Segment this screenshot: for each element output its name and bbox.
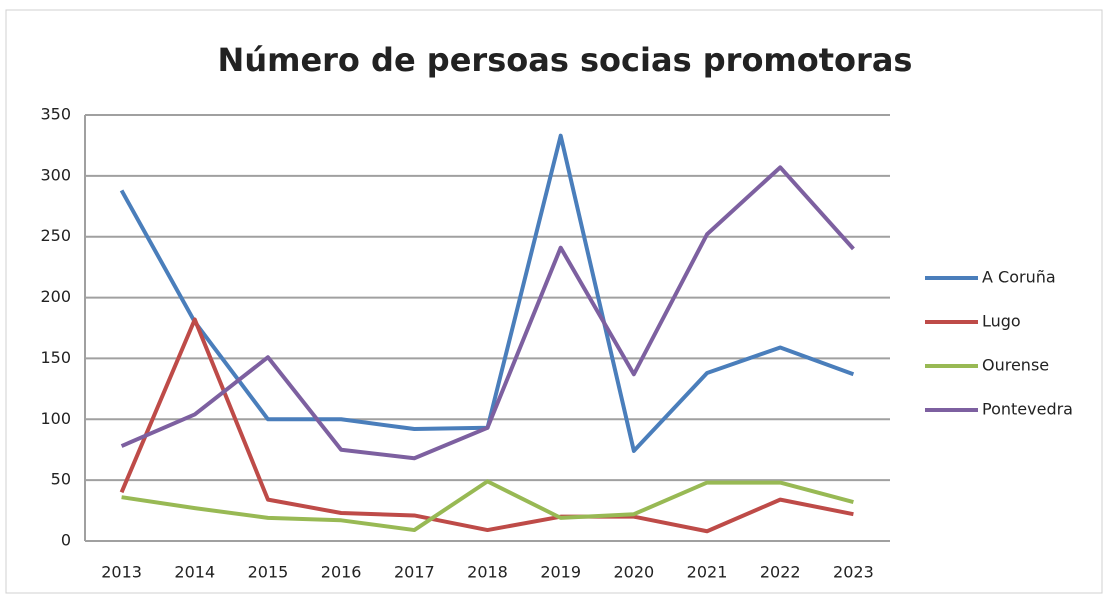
- x-tick-label: 2014: [174, 563, 215, 582]
- x-tick-label: 2023: [833, 563, 874, 582]
- x-tick-label: 2019: [540, 563, 581, 582]
- series-line: [121, 479, 854, 533]
- y-tick-label: 250: [40, 226, 71, 245]
- x-tick-label: 2020: [614, 563, 655, 582]
- series-line: [120, 165, 855, 461]
- y-tick-label: 150: [40, 348, 71, 367]
- y-tick-label: 100: [40, 409, 71, 428]
- legend-label: A Coruña: [982, 268, 1056, 287]
- y-tick-label: 0: [61, 531, 71, 550]
- series-line: [119, 317, 854, 534]
- chart-title: Número de persoas socias promotoras: [218, 41, 913, 79]
- x-tick-label: 2021: [687, 563, 728, 582]
- x-tick-label: 2016: [321, 563, 362, 582]
- y-tick-label: 350: [40, 105, 71, 124]
- y-tick-label: 300: [40, 165, 71, 184]
- legend-label: Ourense: [982, 356, 1049, 375]
- legend-label: Pontevedra: [982, 400, 1073, 419]
- chart-border: [5, 9, 1103, 594]
- x-tick-label: 2015: [248, 563, 289, 582]
- y-tick-label: 200: [40, 287, 71, 306]
- x-tick-label: 2022: [760, 563, 801, 582]
- x-tick-label: 2017: [394, 563, 435, 582]
- y-tick-label: 50: [51, 470, 71, 489]
- legend-label: Lugo: [982, 312, 1021, 331]
- x-tick-label: 2013: [101, 563, 142, 582]
- x-tick-label: 2018: [467, 563, 508, 582]
